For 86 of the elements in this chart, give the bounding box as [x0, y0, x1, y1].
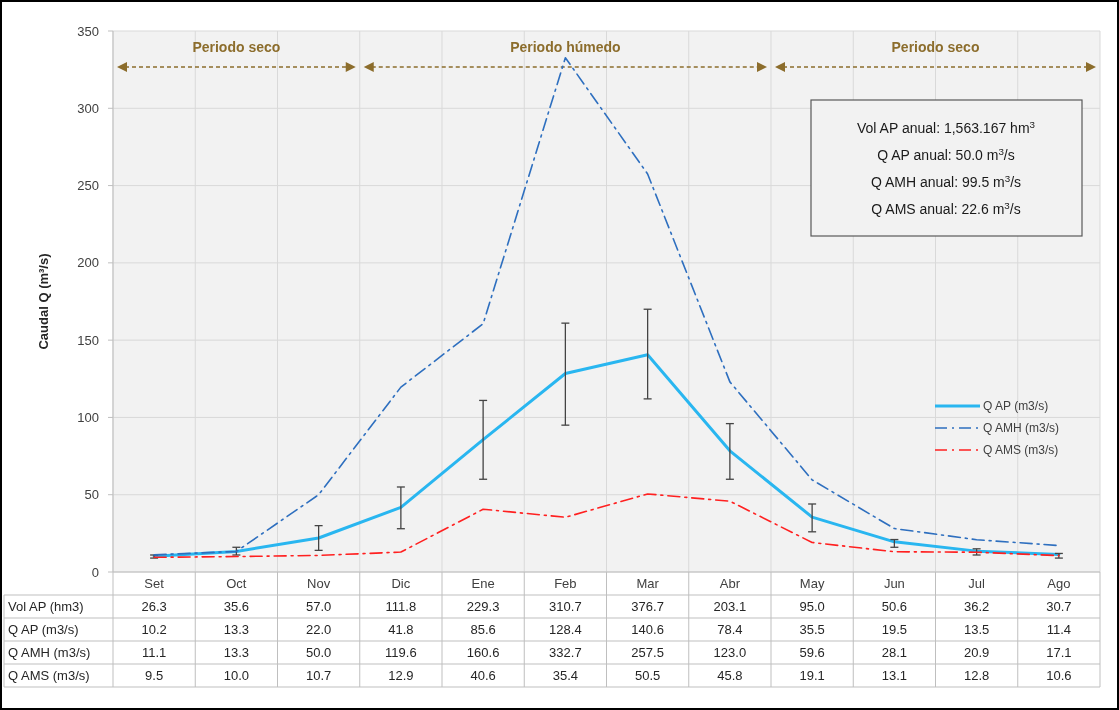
annotation: Periodo seco — [192, 39, 281, 55]
category-label: May — [799, 576, 825, 592]
data-label: 22.0 — [305, 622, 332, 638]
data-label: 59.6 — [799, 645, 825, 661]
data-label: 160.6 — [466, 645, 500, 661]
category-label: Ene — [471, 576, 495, 592]
annotation: Periodo húmedo — [510, 39, 621, 55]
data-label: 85.6 — [470, 622, 496, 638]
data-label: 17.1 — [1046, 645, 1072, 661]
data-label: 26.3 — [141, 599, 167, 615]
annotation: Periodo seco — [891, 39, 980, 55]
data-label: 10.0 — [223, 668, 250, 684]
data-label: 13.5 — [963, 622, 990, 638]
line-series — [153, 493, 1060, 559]
category-label: Jul — [968, 576, 986, 592]
data-label: 28.1 — [881, 645, 908, 661]
y-tick-label: 150 — [77, 332, 99, 348]
data-label: 19.5 — [881, 622, 908, 638]
data-label: 12.8 — [963, 668, 990, 684]
data-label: 30.7 — [1046, 599, 1072, 615]
category-label: Mar — [636, 576, 660, 592]
line-series — [153, 56, 1060, 556]
data-label: 36.2 — [963, 599, 990, 615]
category-label: Abr — [719, 576, 741, 592]
annotation: Q AMH anual: 99.5 m$^{3}$/s — [870, 172, 1022, 190]
data-label: 95.0 — [799, 599, 825, 615]
data-label: 50.6 — [881, 599, 908, 615]
data-label: 19.1 — [799, 668, 825, 684]
data-label: 11.4 — [1046, 622, 1072, 638]
y-axis-title: Caudal Q (m³/s) — [36, 253, 51, 350]
legend-label: Q AMH (m3/s) — [983, 421, 1060, 436]
data-label: 10.6 — [1046, 668, 1072, 684]
text: Q AMH (m3/s) — [8, 645, 91, 661]
data-label: 119.6 — [385, 645, 417, 661]
category-label: Feb — [554, 576, 577, 592]
data-label: 57.0 — [305, 599, 332, 615]
data-label: 20.9 — [963, 645, 990, 661]
y-tick-label: 250 — [77, 178, 99, 194]
category-label: Dic — [391, 576, 411, 592]
text: Q AP (m3/s) — [8, 622, 79, 638]
data-label: 203.1 — [713, 599, 747, 615]
legend-label: Q AP (m3/s) — [983, 399, 1049, 414]
data-label: 9.5 — [145, 668, 164, 684]
data-label: 40.6 — [470, 668, 496, 684]
category-label: Oct — [226, 576, 247, 592]
category-label: Ago — [1047, 576, 1071, 592]
category-label: Nov — [307, 576, 331, 592]
category-label: Set — [144, 576, 165, 592]
line-series — [152, 353, 1061, 558]
annotation: Q AP anual: 50.0 m$^{3}$/s — [877, 145, 1015, 163]
data-label: 128.4 — [549, 622, 582, 638]
legend-label: Q AMS (m3/s) — [983, 443, 1059, 458]
data-label: 140.6 — [631, 622, 664, 638]
data-label: 13.3 — [223, 622, 250, 638]
data-label: 13.3 — [223, 645, 250, 661]
text: Vol AP (hm3) — [8, 599, 84, 615]
data-label: 123.0 — [713, 645, 747, 661]
data-label: 10.2 — [141, 622, 167, 638]
data-label: 10.7 — [305, 668, 332, 684]
data-label: 35.4 — [552, 668, 579, 684]
data-label: 11.1 — [141, 645, 167, 661]
data-label: 111.8 — [385, 599, 417, 615]
data-label: 229.3 — [466, 599, 500, 615]
data-label: 332.7 — [549, 645, 582, 661]
annotation: Q AMS anual: 22.6 m$^{3}$/s — [871, 199, 1021, 217]
y-tick-label: 200 — [77, 255, 99, 271]
data-label: 13.1 — [881, 668, 908, 684]
data-label: 45.8 — [717, 668, 743, 684]
data-label: 310.7 — [549, 599, 582, 615]
data-label: 35.6 — [223, 599, 250, 615]
y-tick-label: 100 — [77, 409, 99, 425]
y-tick-label: 50 — [84, 487, 99, 503]
data-label: 41.8 — [388, 622, 414, 638]
y-tick-label: 0 — [91, 564, 99, 580]
category-label: Jun — [883, 576, 905, 592]
y-tick-label: 300 — [77, 100, 99, 116]
data-label: 50.0 — [305, 645, 332, 661]
data-label: 376.7 — [631, 599, 664, 615]
data-label: 78.4 — [717, 622, 743, 638]
y-tick-label: 350 — [77, 23, 99, 39]
data-label: 35.5 — [799, 622, 825, 638]
data-label: 12.9 — [388, 668, 414, 684]
annotation: Vol AP anual: 1,563.167 hm$^{3}$ — [857, 118, 1036, 136]
data-label: 257.5 — [631, 645, 664, 661]
data-label: 50.5 — [634, 668, 661, 684]
text: Q AMS (m3/s) — [8, 668, 90, 684]
